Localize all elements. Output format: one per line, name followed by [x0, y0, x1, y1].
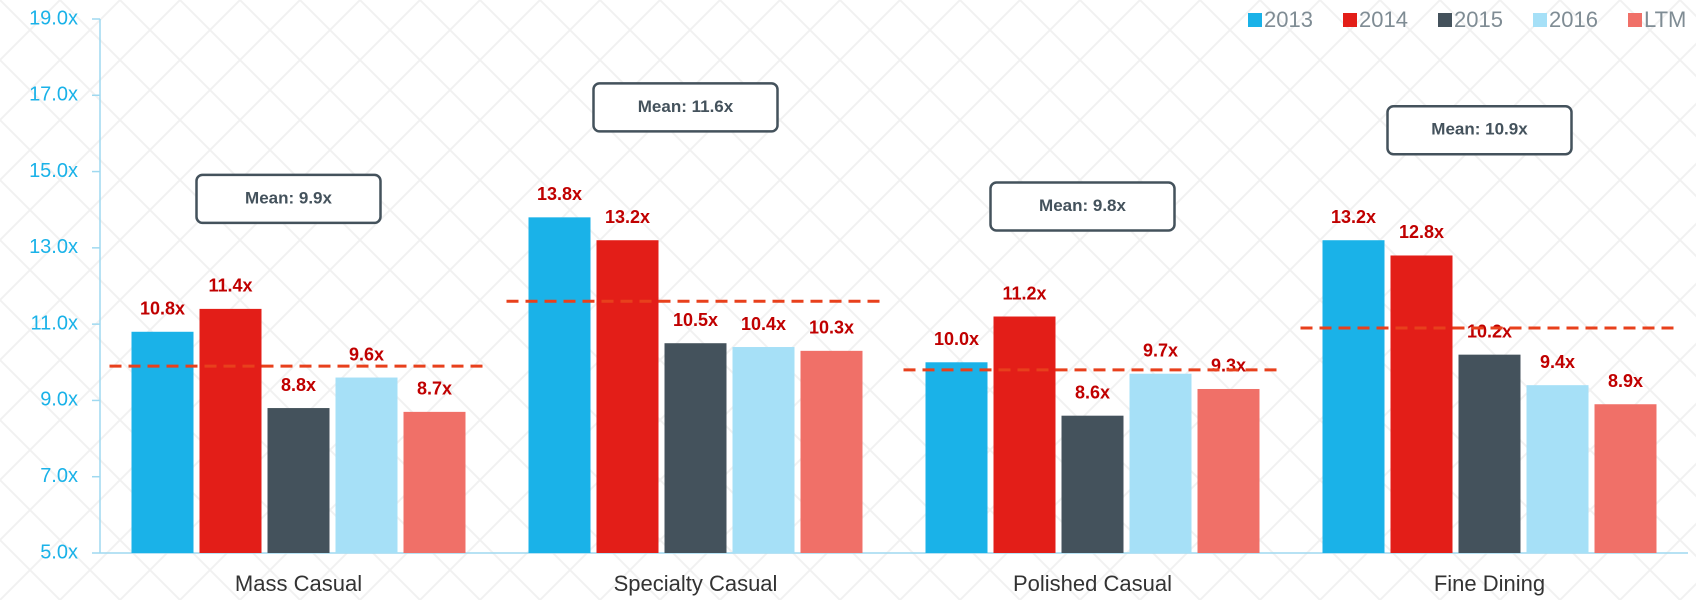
y-tick-label: 19.0x: [29, 7, 78, 29]
value-label: 10.5x: [673, 310, 718, 330]
legend-label: LTM: [1644, 7, 1686, 32]
bar: [1197, 388, 1260, 553]
mean-box: [989, 181, 1176, 232]
y-tick-label: 9.0x: [40, 389, 78, 411]
value-label: 8.6x: [1075, 382, 1110, 402]
value-label: 9.3x: [1211, 356, 1246, 376]
value-label: 12.8x: [1399, 222, 1444, 242]
x-tick-label: Fine Dining: [1434, 571, 1545, 596]
x-tick-label: Polished Casual: [1013, 571, 1172, 596]
mean-label: Mean: 9.8x: [1039, 196, 1126, 215]
bar: [199, 308, 262, 553]
mean-label: Mean: 9.9x: [245, 188, 332, 207]
bar: [925, 362, 988, 553]
value-label: 10.4x: [741, 314, 786, 334]
mean-box: [195, 173, 382, 225]
bar: [732, 347, 795, 553]
mean-label: Mean: 11.6x: [638, 97, 734, 116]
value-label: 10.2x: [1467, 321, 1512, 341]
value-label: 11.2x: [1002, 283, 1046, 303]
legend-label: 2014: [1359, 7, 1408, 32]
value-label: 9.6x: [349, 344, 384, 364]
bar: [1061, 415, 1124, 553]
bar: [1390, 255, 1453, 553]
bar: [403, 411, 466, 553]
value-label: 8.8x: [281, 375, 316, 395]
bar: [664, 343, 727, 553]
legend-label: 2015: [1454, 7, 1503, 32]
x-tick-label: Mass Casual: [235, 571, 362, 596]
bar: [596, 240, 659, 553]
y-tick-label: 17.0x: [29, 84, 78, 106]
value-label: 10.3x: [809, 318, 854, 338]
legend-swatch: [1533, 13, 1547, 27]
value-label: 8.9x: [1608, 371, 1643, 391]
y-tick-label: 15.0x: [29, 160, 78, 182]
bar: [1458, 354, 1521, 553]
value-label: 11.4x: [208, 276, 252, 296]
y-tick-label: 11.0x: [31, 312, 78, 334]
bar: [1526, 385, 1589, 553]
value-label: 10.8x: [140, 299, 185, 319]
legend-swatch: [1343, 13, 1357, 27]
bar: [1322, 240, 1385, 553]
y-tick-label: 13.0x: [29, 236, 78, 258]
y-tick-label: 5.0x: [40, 541, 78, 563]
bar: [528, 217, 591, 554]
x-tick-label: Specialty Casual: [614, 571, 778, 596]
mean-box: [592, 82, 779, 133]
legend-swatch: [1438, 13, 1452, 27]
value-label: 13.2x: [1331, 207, 1376, 227]
value-label: 8.7x: [417, 379, 452, 399]
bar: [993, 316, 1056, 553]
bar: [1594, 404, 1657, 553]
bar: [335, 377, 398, 553]
value-label: 9.7x: [1143, 340, 1178, 360]
mean-label: Mean: 10.9x: [1431, 120, 1528, 139]
value-label: 9.4x: [1540, 352, 1575, 372]
legend-swatch: [1628, 13, 1642, 27]
bar: [131, 331, 194, 553]
bar: [1129, 373, 1192, 553]
value-label: 13.2x: [605, 207, 650, 227]
legend-swatch: [1248, 13, 1262, 27]
legend-label: 2013: [1264, 7, 1313, 32]
bar: [267, 408, 330, 553]
bar: [800, 350, 863, 553]
value-label: 13.8x: [537, 184, 582, 204]
y-tick-label: 7.0x: [40, 465, 78, 487]
value-label: 10.0x: [934, 329, 979, 349]
mean-box: [1386, 104, 1573, 156]
legend-label: 2016: [1549, 7, 1598, 32]
